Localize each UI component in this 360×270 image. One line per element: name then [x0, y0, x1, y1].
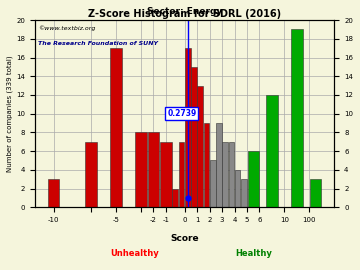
Title: Z-Score Histogram for SDRL (2016): Z-Score Histogram for SDRL (2016) [88, 9, 281, 19]
X-axis label: Score: Score [170, 234, 199, 243]
Bar [191, 67, 197, 207]
Bar [222, 142, 228, 207]
Bar [229, 142, 234, 207]
Text: Healthy: Healthy [235, 249, 272, 258]
Bar [148, 132, 159, 207]
Bar [248, 151, 259, 207]
Bar [85, 142, 97, 207]
Text: The Research Foundation of SUNY: The Research Foundation of SUNY [38, 41, 158, 46]
Bar [160, 142, 172, 207]
Text: Sector: Energy: Sector: Energy [147, 7, 222, 16]
Text: Unhealthy: Unhealthy [111, 249, 159, 258]
Bar [266, 95, 278, 207]
Bar [310, 179, 321, 207]
Text: 0.2739: 0.2739 [167, 109, 197, 118]
Bar [216, 123, 222, 207]
Bar [210, 160, 216, 207]
Bar [204, 123, 209, 207]
Bar [185, 48, 190, 207]
Bar [172, 188, 178, 207]
Bar [135, 132, 147, 207]
Text: ©www.textbiz.org: ©www.textbiz.org [38, 26, 95, 31]
Bar [241, 179, 247, 207]
Bar [197, 86, 203, 207]
Bar [48, 179, 59, 207]
Bar [179, 142, 184, 207]
Y-axis label: Number of companies (339 total): Number of companies (339 total) [7, 55, 13, 172]
Bar [111, 48, 122, 207]
Bar [235, 170, 240, 207]
Bar [291, 29, 302, 207]
